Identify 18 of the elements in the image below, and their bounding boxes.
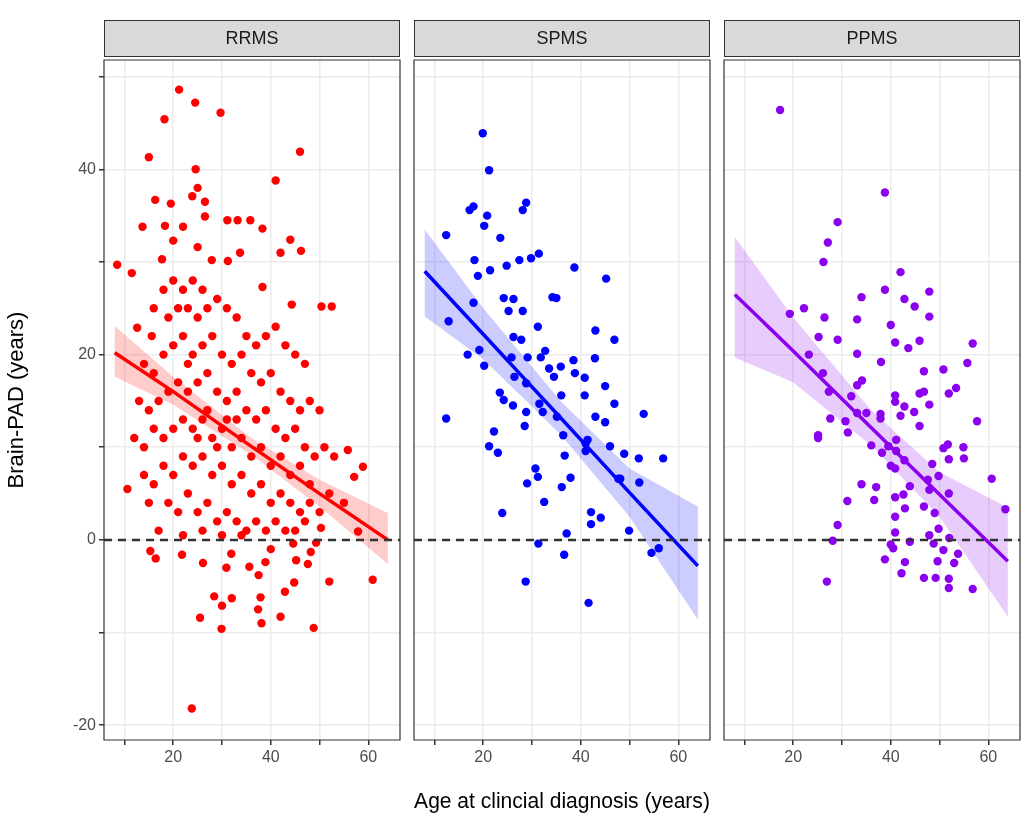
x-tick-label: 40 (881, 748, 900, 766)
chart-title: PPMS (724, 20, 1020, 57)
x-tick-label: 60 (979, 748, 998, 766)
x-tick-label: 60 (359, 748, 378, 766)
x-tick-label: 60 (669, 748, 688, 766)
y-axis-title: Brain-PAD (years) (3, 311, 29, 489)
x-tick-label: 20 (474, 748, 493, 766)
y-tick-label: 40 (78, 159, 97, 177)
chart-title: SPMS (414, 20, 710, 57)
chart-title: RRMS (104, 20, 400, 57)
x-tick-label: 40 (261, 748, 280, 766)
x-tick-label: 20 (164, 748, 183, 766)
x-tick-label: 20 (784, 748, 803, 766)
y-tick-label: -20 (72, 715, 97, 733)
y-tick-label: 20 (78, 345, 97, 363)
x-axis-title: Age at clincial diagnosis (years) (414, 788, 710, 813)
x-tick-label: 40 (571, 748, 590, 766)
y-tick-label: 0 (87, 530, 97, 548)
